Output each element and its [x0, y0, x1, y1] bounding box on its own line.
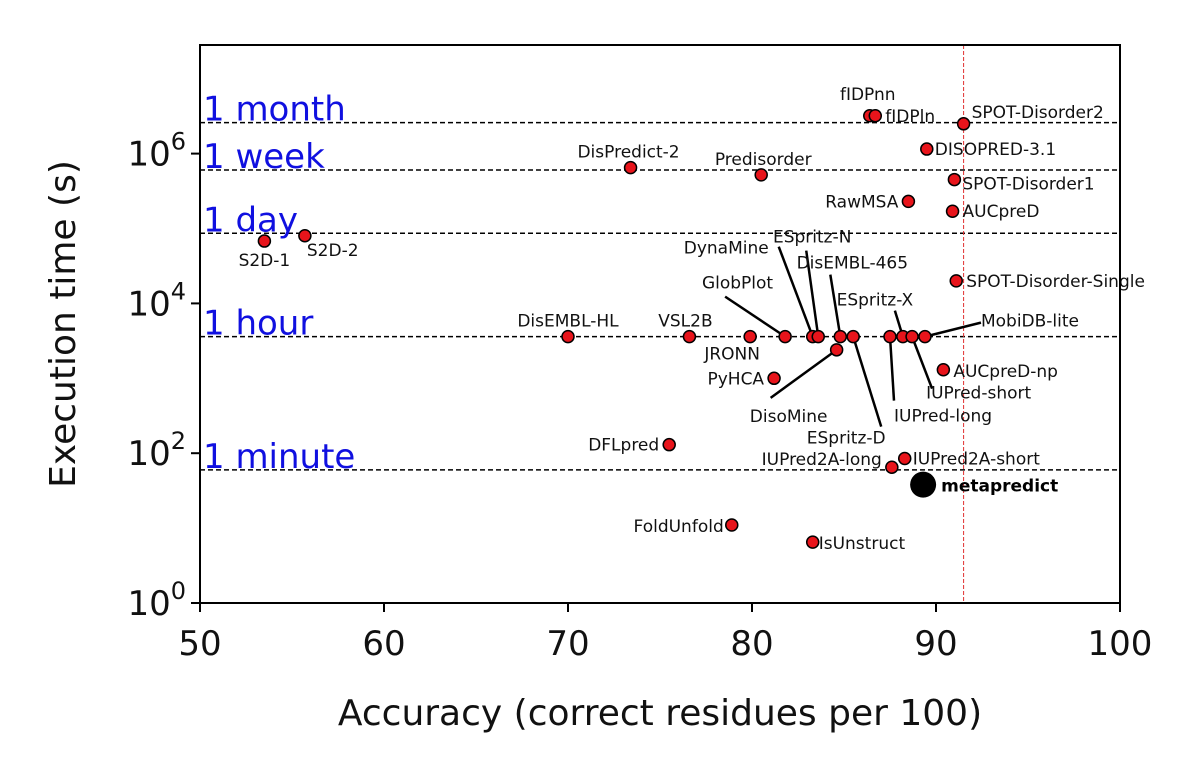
point-iupred-short	[905, 329, 919, 344]
point-s2d-1	[257, 234, 272, 248]
point-iupred2a-long	[885, 460, 899, 474]
y-axis-title: Execution time (s)	[43, 160, 84, 488]
x-tick-label: 90	[914, 624, 957, 664]
label-iupred-short: IUPred-short	[926, 384, 1031, 404]
point-metapredict	[910, 471, 937, 498]
label-aucpred-np: AUCpreD-np	[953, 362, 1058, 382]
label-disomine: DisoMine	[750, 407, 828, 427]
point-predisorder	[754, 168, 768, 182]
leader-iupred-short	[910, 336, 934, 390]
y-tick-label: 104	[127, 277, 186, 324]
point-disopred-3-1	[920, 142, 934, 156]
point-aucpred	[945, 204, 960, 218]
label-disembl-hl: DisEMBL-HL	[517, 312, 619, 332]
point-s2d-2	[298, 229, 312, 243]
ref-label-1-day: 1 day	[203, 200, 298, 240]
ref-label-1-week: 1 week	[203, 137, 325, 177]
point-spot-disorder-single	[949, 274, 963, 288]
leader-globplot	[724, 295, 786, 338]
point-iupred2a-short	[897, 451, 912, 466]
label-aucpred: AUCpreD	[963, 202, 1040, 222]
label-predisorder: Predisorder	[715, 150, 812, 170]
y-tick-label: 102	[127, 427, 186, 474]
leader-iupred-long	[888, 336, 896, 401]
label-isunstruct: IsUnstruct	[819, 534, 906, 554]
label-jronn: JRONN	[703, 345, 760, 365]
x-tick-label: 100	[1088, 624, 1153, 664]
leader-dynamine	[777, 246, 814, 338]
label-dflpred: DFLpred	[588, 436, 659, 456]
label-spot-disorder1: SPOT-Disorder1	[962, 175, 1094, 195]
label-spot-disorder2: SPOT-Disorder2	[972, 103, 1104, 123]
point-disomine	[829, 343, 844, 357]
y-tick-label: 106	[127, 128, 186, 175]
point-isunstruct	[805, 535, 820, 549]
x-tick-label: 60	[362, 624, 405, 664]
ref-label-1-hour: 1 hour	[203, 304, 313, 344]
x-tick-label: 80	[730, 624, 773, 664]
label-rawmsa: RawMSA	[825, 192, 899, 212]
label-disopred-3-1: DISOPRED-3.1	[935, 140, 1056, 160]
x-tick-label: 70	[546, 624, 589, 664]
point-vsl2b	[682, 329, 697, 344]
plot-frame	[199, 44, 1121, 604]
label-iupred-long: IUPred-long	[894, 407, 992, 427]
label-espritz-x: ESpritz-X	[837, 291, 914, 311]
x-axis-ticks: 50 60 70 80 90 100	[178, 603, 1152, 664]
y-axis-ticks: 100 102 104 106	[127, 128, 200, 624]
label-iupred2a-long: IUPred2A-long	[762, 450, 882, 470]
label-vsl2b: VSL2B	[658, 312, 712, 332]
label-metapredict: metapredict	[941, 477, 1058, 497]
point-espritz-d	[846, 329, 860, 344]
label-foldunfold: FoldUnfold	[634, 517, 724, 537]
point-mobidb-lite	[918, 329, 932, 344]
label-espritz-n: ESpritz-N	[773, 228, 851, 248]
reference-lines: 1 month 1 week 1 day 1 hour 1 minute	[200, 45, 1120, 603]
leader-espritz-d	[852, 336, 883, 428]
label-espritz-d: ESpritz-D	[807, 429, 886, 449]
x-tick-label: 50	[178, 624, 221, 664]
point-spot-disorder1	[947, 172, 962, 187]
ref-label-1-month: 1 month	[203, 90, 346, 130]
ref-label-1-minute: 1 minute	[203, 437, 355, 477]
leader-disembl-465	[829, 274, 842, 337]
label-globplot: GlobPlot	[702, 274, 773, 294]
point-fidpln	[868, 109, 883, 123]
point-dflpred	[662, 437, 676, 452]
label-disembl-465: DisEMBL-465	[797, 254, 909, 274]
point-foldunfold	[725, 518, 739, 532]
leader-disomine	[769, 348, 838, 399]
label-spot-disorder-single: SPOT-Disorder-Single	[966, 272, 1145, 292]
label-mobidb-lite: MobiDB-lite	[981, 312, 1079, 332]
point-iupred-long	[883, 329, 897, 344]
y-tick-label: 100	[127, 577, 186, 624]
point-dispredict-2	[623, 160, 638, 175]
point-jronn	[743, 329, 757, 344]
label-dynamine: DynaMine	[684, 239, 769, 259]
point-disembl-hl	[561, 329, 575, 344]
x-axis-title: Accuracy (correct residues per 100)	[338, 693, 982, 734]
point-espritz-n	[811, 329, 825, 344]
point-aucpred-np	[936, 363, 951, 377]
data-points	[257, 109, 971, 549]
label-s2d-2: S2D-2	[307, 241, 359, 261]
label-pyhca: PyHCA	[707, 369, 764, 389]
leader-espritz-n	[805, 250, 820, 337]
point-globplot	[778, 329, 792, 344]
label-iupred2a-short: IUPred2A-short	[913, 449, 1041, 469]
label-fidpnn: fIDPnn	[840, 85, 896, 105]
point-pyhca	[767, 371, 781, 386]
point-rawmsa	[901, 194, 916, 209]
label-s2d-1: S2D-1	[239, 251, 291, 271]
label-dispredict-2: DisPredict-2	[577, 143, 679, 163]
leader-mobidb-lite	[924, 321, 982, 338]
label-fidpln: fIDPln	[885, 107, 935, 127]
point-disembl-465	[833, 329, 848, 344]
point-spot-disorder2	[956, 117, 971, 131]
